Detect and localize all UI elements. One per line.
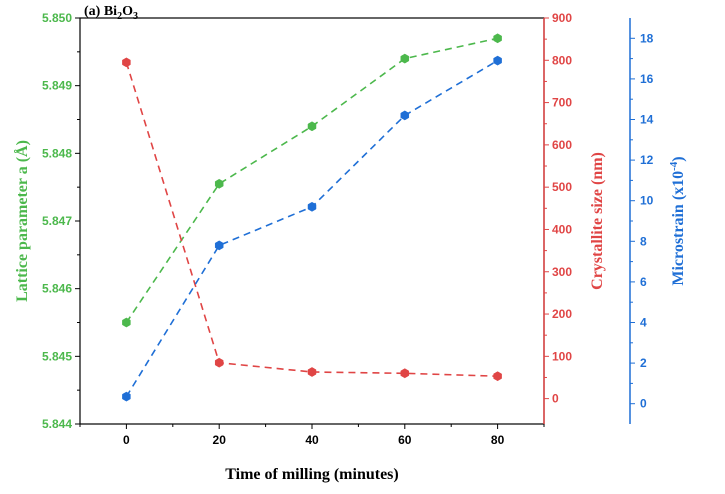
left-tick-label: 5.848 <box>42 146 72 160</box>
lattice-parameter-a-point <box>307 121 317 132</box>
x-tick-label: 0 <box>123 433 130 447</box>
lattice-parameter-a-point <box>214 178 224 189</box>
middle-tick-label: 0 <box>552 392 559 406</box>
lattice-parameter-a-point <box>122 317 131 328</box>
microstrain-point <box>122 391 131 402</box>
lattice-parameter-a-point <box>400 53 410 64</box>
middle-axis-title: Crystallite size (nm) <box>589 152 606 290</box>
left-tick-label: 5.850 <box>42 11 72 25</box>
middle-tick-label: 400 <box>552 222 572 236</box>
left-tick-label: 5.849 <box>42 79 72 93</box>
crystallite-size-line <box>125 62 498 377</box>
right-tick-label: 12 <box>640 153 654 167</box>
microstrain-point <box>400 110 410 121</box>
x-tick-label: 60 <box>398 433 412 447</box>
right-tick-label: 4 <box>640 316 647 330</box>
x-tick-label: 20 <box>213 433 227 447</box>
middle-tick-label: 600 <box>552 138 572 152</box>
middle-tick-label: 300 <box>552 265 572 279</box>
right-tick-label: 16 <box>640 72 654 86</box>
middle-tick-label: 700 <box>552 96 572 110</box>
crystallite-size-point <box>400 368 410 379</box>
chart-title: (a) Bi2O3 <box>84 4 138 22</box>
x-axis-title: Time of milling (minutes) <box>225 466 398 483</box>
left-axis-title: Lattice parameter a (Å) <box>13 140 31 302</box>
x-tick-label: 40 <box>305 433 319 447</box>
microstrain-point <box>214 240 224 251</box>
crystallite-size-point <box>493 371 502 382</box>
microstrain-line <box>125 59 499 398</box>
left-tick-label: 5.845 <box>42 349 72 363</box>
lattice-parameter-a-point <box>493 33 502 44</box>
x-tick-label: 80 <box>491 433 505 447</box>
microstrain-point <box>307 201 317 212</box>
left-tick-label: 5.844 <box>42 417 72 431</box>
plot-frame <box>79 17 545 425</box>
right-tick-label: 10 <box>640 194 654 208</box>
crystallite-size-point <box>122 57 131 68</box>
left-tick-label: 5.846 <box>42 282 72 296</box>
middle-tick-label: 200 <box>552 307 572 321</box>
right-axis-title: Microstrain (x10-4) <box>668 156 687 285</box>
middle-tick-label: 800 <box>552 53 572 67</box>
lattice-parameter-a-line <box>125 37 498 323</box>
crystallite-size-point <box>307 367 317 377</box>
middle-tick-label: 100 <box>552 349 572 363</box>
series-layer <box>122 33 502 402</box>
crystallite-size-point <box>214 357 224 368</box>
middle-tick-label: 900 <box>552 11 572 25</box>
right-tick-label: 18 <box>640 31 654 45</box>
ticks-layer: 0 20 40 60 805.8445.8455.8465.8475.8485.8495… <box>42 11 654 447</box>
left-tick-label: 5.847 <box>42 214 72 228</box>
middle-tick-label: 500 <box>552 180 572 194</box>
right-tick-label: 6 <box>640 275 647 289</box>
right-tick-label: 2 <box>640 356 647 370</box>
right-tick-label: 14 <box>640 113 654 127</box>
right-tick-label: 0 <box>640 397 647 411</box>
microstrain-point <box>493 55 502 66</box>
right-tick-label: 8 <box>640 234 647 248</box>
